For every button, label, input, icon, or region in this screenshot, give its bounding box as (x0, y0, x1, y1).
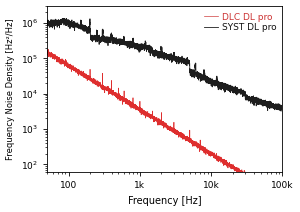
SYST DL pro (239, 91, 242, 94)
DLC DL pro (221, 161, 225, 163)
Line: SYST DL pro: SYST DL pro (47, 18, 283, 112)
DLC DL pro (46, 48, 50, 50)
SYST DL pro (187, 60, 190, 62)
SYST DL pro (45, 22, 49, 24)
SYST DL pro (281, 106, 284, 109)
SYST DL pro (88, 18, 92, 21)
DLC DL pro (88, 77, 92, 80)
DLC DL pro (238, 172, 242, 175)
SYST DL pro (221, 82, 225, 85)
SYST DL pro (198, 75, 202, 77)
SYST DL pro (280, 110, 284, 113)
X-axis label: Frequency [Hz]: Frequency [Hz] (128, 196, 202, 206)
SYST DL pro (135, 45, 139, 48)
Legend: DLC DL pro, SYST DL pro: DLC DL pro, SYST DL pro (202, 11, 278, 34)
DLC DL pro (281, 172, 284, 175)
DLC DL pro (45, 51, 49, 54)
DLC DL pro (198, 146, 202, 148)
Line: DLC DL pro: DLC DL pro (47, 49, 283, 173)
Y-axis label: Frequency Noise Density [Hz²/Hz]: Frequency Noise Density [Hz²/Hz] (6, 18, 15, 160)
SYST DL pro (61, 17, 64, 20)
DLC DL pro (135, 106, 139, 109)
DLC DL pro (239, 170, 242, 173)
DLC DL pro (187, 136, 190, 139)
